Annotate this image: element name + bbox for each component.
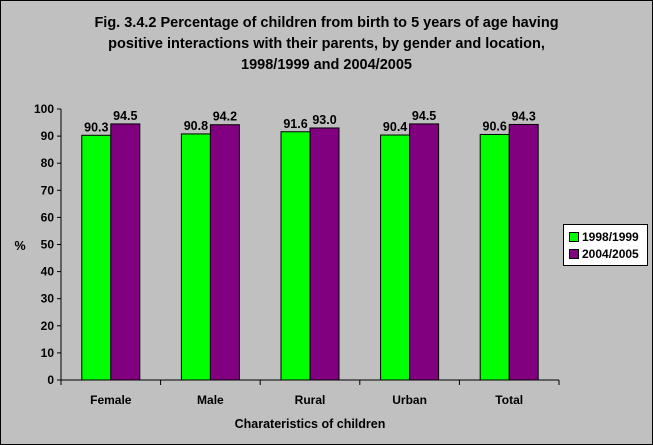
bar-female-series-1 [81, 134, 112, 381]
legend: 1998/1999 2004/2005 [563, 224, 648, 266]
x-tick-label: Female [90, 393, 132, 407]
chart-title-line-2: positive interactions with their parents… [108, 36, 545, 52]
data-label: 94.5 [412, 109, 436, 123]
x-axis-title: Charateristics of children [235, 417, 386, 431]
bar-total-series-1 [479, 133, 510, 381]
legend-item-series-2: 2004/2005 [569, 245, 647, 262]
data-labels: 90.3 90.8 91.6 90.4 90.6 94.5 94.2 93.0 94.5 94.3 [84, 109, 536, 134]
data-label: 90.8 [184, 119, 208, 133]
y-tick-label: 50 [41, 238, 55, 252]
data-label: 94.3 [512, 109, 536, 123]
bar-female-series-2 [110, 123, 141, 381]
data-label: 90.4 [383, 120, 407, 134]
data-label: 91.6 [283, 117, 307, 131]
x-tick-label: Total [495, 393, 523, 407]
chart-title: Fig. 3.4.2 Percentage of children from b… [1, 13, 652, 76]
y-axis-title: % [14, 239, 25, 253]
legend-label-series-1: 1998/1999 [582, 229, 639, 244]
bar-rural-series-1 [280, 131, 311, 381]
legend-label-series-2: 2004/2005 [582, 246, 639, 261]
x-axis: Female Male Rural Urban Total [60, 379, 560, 407]
bar-male-series-1 [180, 133, 211, 381]
y-tick-label: 100 [34, 102, 54, 116]
data-label: 94.2 [213, 110, 237, 124]
x-tick-label: Rural [295, 393, 326, 407]
data-label: 93.0 [312, 113, 336, 127]
y-tick-label: 20 [41, 319, 55, 333]
bars [81, 123, 539, 381]
data-label: 94.5 [113, 109, 137, 123]
y-tick-label: 40 [41, 265, 55, 279]
y-tick-label: 70 [41, 183, 55, 197]
bar-urban-series-1 [380, 134, 411, 381]
data-label: 90.6 [483, 119, 507, 133]
y-tick-label: 30 [41, 292, 55, 306]
chart-title-line-1: Fig. 3.4.2 Percentage of children from b… [94, 15, 559, 31]
y-tick-label: 90 [41, 129, 55, 143]
chart-title-line-3: 1998/1999 and 2004/2005 [241, 57, 412, 73]
bar-rural-series-2 [309, 127, 340, 381]
y-tick-label: 10 [41, 346, 55, 360]
legend-swatch-series-2 [569, 248, 579, 259]
x-tick-label: Male [197, 393, 224, 407]
bar-urban-series-2 [409, 123, 440, 381]
legend-swatch-series-1 [569, 231, 579, 242]
y-tick-label: 80 [41, 156, 55, 170]
y-tick-label: 0 [47, 373, 54, 387]
y-tick-label: 60 [41, 210, 55, 224]
bar-total-series-2 [508, 123, 539, 381]
y-axis: 0 10 20 30 40 50 60 70 80 90 100 [34, 102, 62, 387]
data-label: 90.3 [84, 120, 108, 134]
x-tick-label: Urban [392, 393, 427, 407]
legend-item-series-1: 1998/1999 [569, 228, 647, 245]
bar-male-series-2 [209, 124, 240, 381]
